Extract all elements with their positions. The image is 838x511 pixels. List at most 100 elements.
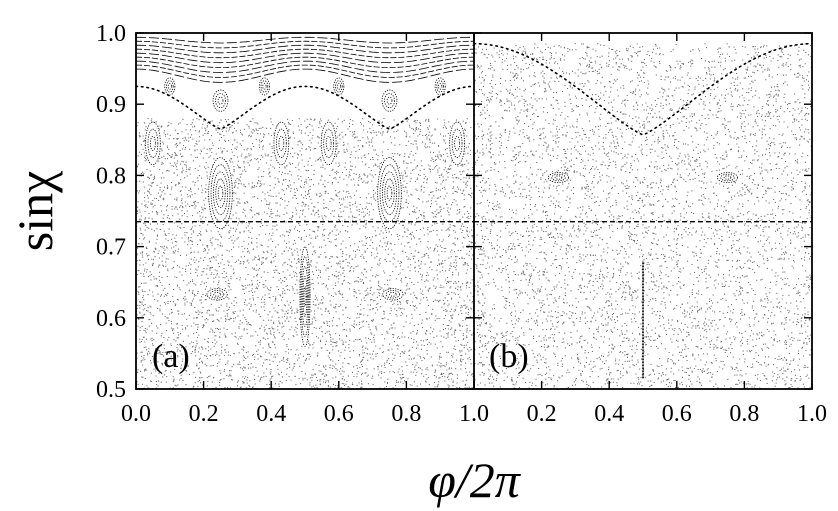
y-tick-label: 0.6	[96, 306, 126, 332]
panel-a-island-orbit	[438, 83, 443, 90]
panel-a-island-orbit	[449, 121, 465, 166]
panel-a-island-orbit	[299, 246, 311, 347]
panel-a-island-orbit	[379, 164, 400, 223]
panel-a-regular-curve	[136, 56, 474, 68]
panel-b-dotted-curve	[474, 42, 812, 136]
panel-b-island-orbit	[720, 173, 735, 182]
panel-a-island-orbit	[147, 128, 159, 158]
panel-a-island-orbit	[164, 77, 176, 96]
panel-b-x-tick-label: 1.0	[459, 401, 489, 427]
panel-a-island-orbit	[384, 93, 395, 109]
y-tick-label: 0.7	[96, 235, 126, 261]
panel-a-island-backdrop	[145, 122, 161, 165]
panel-a-island-orbit	[382, 288, 404, 301]
x-tick-labels: 0.0 0.2 0.4 0.6 0.8 1.0 0.2 0.4 0.6 0.8 1.0	[121, 401, 827, 427]
y-tick-label: 1.0	[96, 21, 126, 47]
panel-a-island-orbit	[215, 178, 226, 208]
panel-a-island-orbit	[333, 77, 345, 96]
panel-a-regular-curve	[136, 60, 474, 73]
panel-a-island-orbit	[208, 157, 233, 230]
panel-b-label: (b)	[489, 338, 529, 375]
panel-a-regular-curve	[136, 44, 474, 54]
panel-b: (b)	[474, 42, 812, 389]
panel-a-island-orbit	[262, 83, 267, 90]
panel-a: (a)	[136, 36, 474, 389]
panel-a-island-orbit	[273, 121, 290, 166]
panel-a-island-orbit	[150, 135, 156, 151]
panel-a-island-orbit	[384, 178, 395, 208]
y-tick-label: 0.9	[96, 92, 126, 118]
panel-a-island-orbit	[167, 83, 172, 90]
panel-a-island-orbit	[436, 80, 444, 93]
panel-a-island-orbit	[301, 266, 309, 327]
panel-a-island-orbit	[320, 121, 337, 166]
panel-a-island-orbit	[210, 164, 231, 223]
panel-a-island-orbit	[385, 290, 401, 299]
panel-a-island-orbit	[213, 292, 221, 297]
panel-a-island-orbit	[278, 135, 285, 151]
panel-a-data-points	[136, 117, 474, 389]
panel-a-island-orbit	[212, 89, 229, 112]
panel-a-island-orbit	[386, 185, 393, 201]
panel-a-island-orbit	[382, 171, 397, 215]
panel-a-island-orbit	[215, 93, 226, 109]
panel-a-x-tick-label: 0.6	[324, 401, 354, 427]
panel-a-island-orbit	[217, 185, 224, 201]
panel-a-island-backdrop	[208, 157, 233, 229]
panel-b-chaotic-sea	[474, 43, 812, 389]
panel-b-island-orbit	[723, 175, 732, 180]
panel-a-island-orbit	[377, 157, 402, 230]
panel-a-regular-curve	[136, 52, 474, 64]
panel-a-island-orbit	[258, 77, 270, 96]
panel-a-x-tick-label: 0.0	[121, 401, 151, 427]
panel-a-island-backdrop	[377, 157, 402, 229]
panel-a-island-orbit	[209, 290, 225, 299]
panel-b-x-tick-label: 0.4	[594, 401, 624, 427]
panel-a-island-orbit	[206, 288, 228, 301]
panel-a-island-orbit	[323, 128, 335, 158]
panel-a-regular-curve	[136, 64, 474, 78]
panel-a-island-backdrop	[299, 246, 311, 347]
panel-a-x-tick-label: 0.2	[189, 401, 219, 427]
panel-b-features	[474, 42, 812, 379]
y-axis-title: sinχ	[7, 171, 63, 252]
panel-a-regular-curve	[136, 48, 474, 59]
panel-b-x-tick-label: 0.2	[527, 401, 557, 427]
panel-a-island-orbit	[335, 80, 343, 93]
x-axis-title: φ/2π	[428, 452, 522, 508]
panel-b-island-orbit	[547, 172, 570, 183]
panel-a-island-orbit	[381, 89, 398, 112]
y-tick-labels: 0.5 0.6 0.7 0.8 0.9 1.0	[96, 21, 126, 403]
panel-a-island-orbit	[302, 276, 308, 317]
panel-a-regular-curve	[136, 40, 474, 49]
panel-a-island-orbit	[336, 83, 341, 90]
panel-a-island-orbit	[300, 256, 310, 337]
axis-ticks	[135, 32, 813, 390]
panel-a-x-tick-label: 0.8	[391, 401, 421, 427]
panel-b-data-points	[474, 43, 812, 389]
panel-a-regular-curve	[136, 36, 474, 44]
panel-a-island-backdrop	[321, 122, 337, 165]
panel-a-regular-curve	[136, 68, 474, 83]
panel-b-island-orbit	[554, 175, 563, 180]
panel-a-island-orbit	[454, 135, 460, 151]
panel-b-island-orbit	[716, 172, 739, 183]
panel-a-island-orbit	[389, 292, 397, 297]
panel-a-island-backdrop	[449, 122, 465, 165]
panel-a-island-orbit	[213, 171, 228, 215]
panel-a-island-orbit	[303, 286, 307, 307]
panel-a-island-orbit	[275, 128, 287, 158]
panel-b-island-orbit	[551, 173, 566, 182]
panel-a-label: (a)	[152, 338, 190, 375]
panel-a-island-orbit	[434, 77, 446, 96]
panel-b-x-tick-label: 0.8	[729, 401, 759, 427]
panel-a-island-orbit	[166, 80, 174, 93]
panel-a-island-orbit	[145, 121, 161, 166]
panel-b-x-tick-label: 0.6	[662, 401, 692, 427]
panel-a-regular-orbits	[136, 36, 474, 347]
y-tick-label: 0.5	[96, 377, 126, 403]
panel-a-island-orbit	[260, 80, 269, 93]
panel-a-island-orbit	[451, 128, 463, 158]
panel-b-x-tick-label: 1.0	[797, 401, 827, 427]
